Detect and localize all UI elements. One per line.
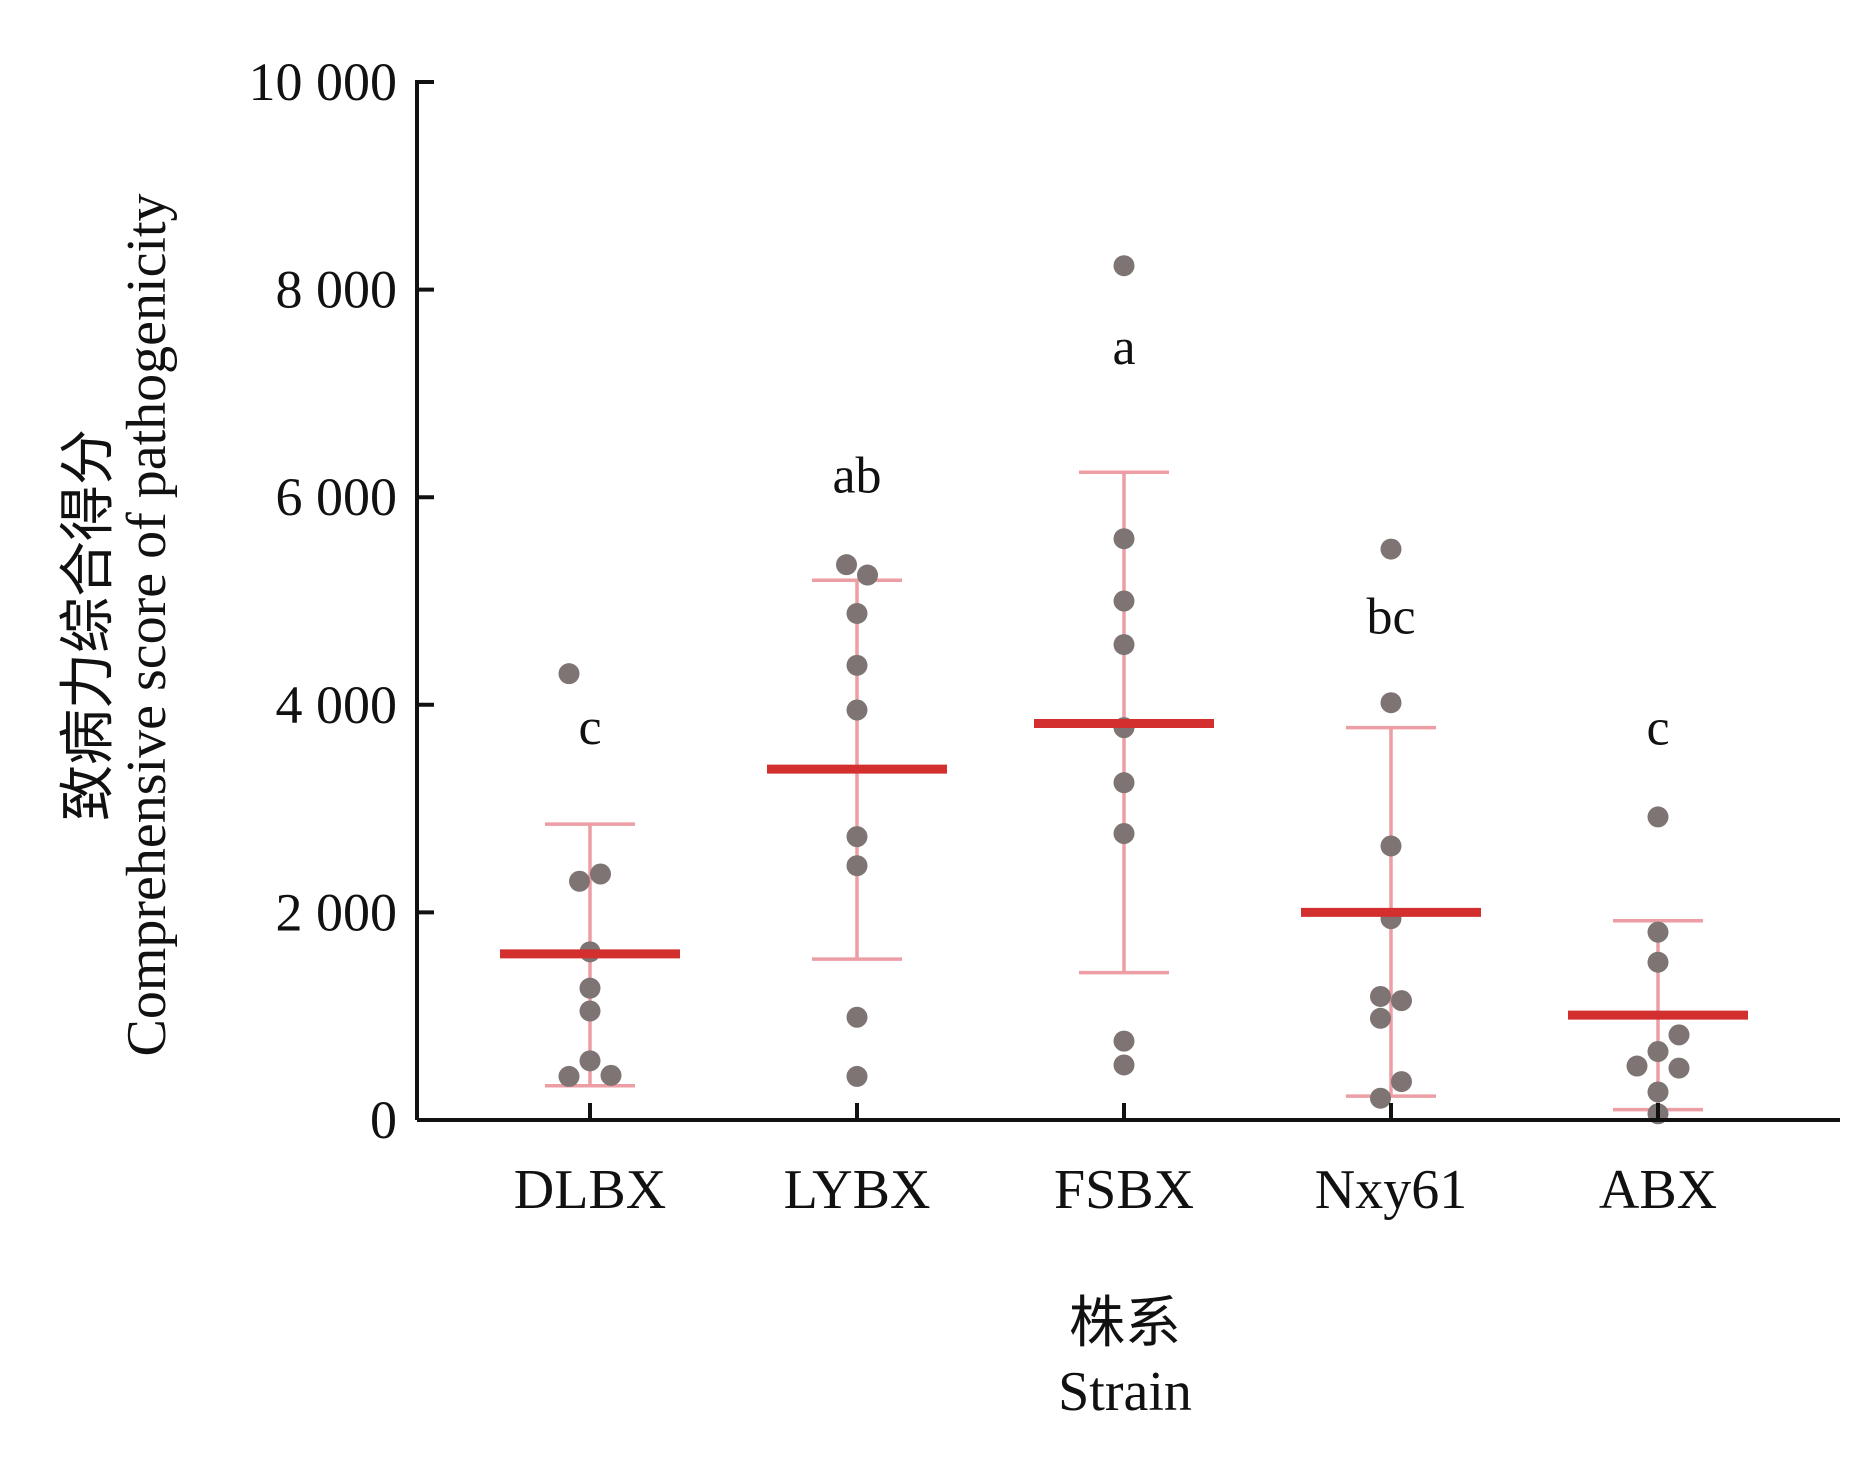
data-point	[1380, 538, 1402, 560]
mean-lines	[500, 718, 1748, 1020]
data-point	[1380, 692, 1402, 714]
y-tick-label: 10 000	[249, 52, 398, 112]
data-point	[1113, 823, 1135, 845]
axes	[415, 80, 1840, 1122]
significance-letter: c	[578, 699, 601, 756]
data-point	[857, 564, 878, 586]
data-point	[1380, 835, 1402, 857]
x-tick-label: DLBX	[514, 1159, 666, 1221]
data-point	[1113, 590, 1135, 612]
data-point	[1647, 921, 1669, 943]
significance-letter: c	[1646, 700, 1669, 757]
data-point	[1391, 990, 1412, 1012]
data-point	[1370, 1087, 1391, 1109]
y-tick-label: 2 000	[276, 882, 398, 942]
data-point	[836, 554, 857, 576]
x-tick-label: Nxy61	[1315, 1159, 1467, 1221]
x-axis-title-en: Strain	[1058, 1361, 1192, 1423]
data-point	[1113, 772, 1135, 794]
x-axis-title-cn: 株系	[1069, 1293, 1181, 1355]
data-point	[1370, 1007, 1391, 1029]
data-point	[1647, 806, 1669, 828]
data-point	[846, 826, 868, 848]
y-tick-label: 0	[370, 1090, 397, 1150]
labels: 0 2 000 4 000 6 000 8 000 10 000 DLBX c LYBX ab FS…	[249, 52, 1718, 1221]
data-point	[558, 663, 580, 685]
x-tick-label: FSBX	[1054, 1159, 1194, 1221]
data-point	[846, 602, 868, 624]
data-point	[579, 1000, 601, 1022]
data-point	[1113, 528, 1135, 550]
significance-letter: ab	[832, 447, 881, 504]
data-point	[579, 977, 601, 999]
data-point	[846, 1006, 868, 1028]
data-point	[1647, 1081, 1669, 1103]
data-point	[1647, 1040, 1669, 1062]
data-point	[1370, 985, 1391, 1007]
data-point	[1668, 1024, 1690, 1046]
y-axis-title-cn: 致病力综合得分	[58, 429, 120, 821]
data-point	[600, 1064, 622, 1086]
data-point	[558, 1065, 580, 1087]
y-tick-label: 4 000	[276, 675, 398, 735]
data-point	[846, 654, 868, 676]
x-tick-label: ABX	[1599, 1159, 1717, 1221]
data-point	[569, 870, 590, 892]
x-tick-label: LYBX	[784, 1159, 931, 1221]
data-point	[1113, 255, 1135, 277]
data-point	[590, 863, 611, 885]
data-point	[846, 1065, 868, 1087]
data-point	[1113, 1054, 1135, 1076]
data-point	[579, 1050, 601, 1072]
data-point	[1113, 634, 1135, 656]
data-point	[1668, 1057, 1690, 1079]
data-point	[1626, 1055, 1648, 1077]
y-tick-label: 6 000	[276, 467, 398, 527]
data-points	[558, 255, 1690, 1125]
data-point	[1391, 1071, 1412, 1093]
data-point	[1647, 951, 1669, 973]
data-point	[1113, 1030, 1135, 1052]
significance-letter: a	[1112, 319, 1135, 376]
y-axis-title-en: Comprehensive score of pathogenicity	[116, 193, 178, 1056]
data-point	[846, 855, 868, 877]
y-tick-label: 8 000	[276, 260, 398, 320]
data-point	[846, 699, 868, 721]
significance-letter: bc	[1366, 589, 1415, 646]
